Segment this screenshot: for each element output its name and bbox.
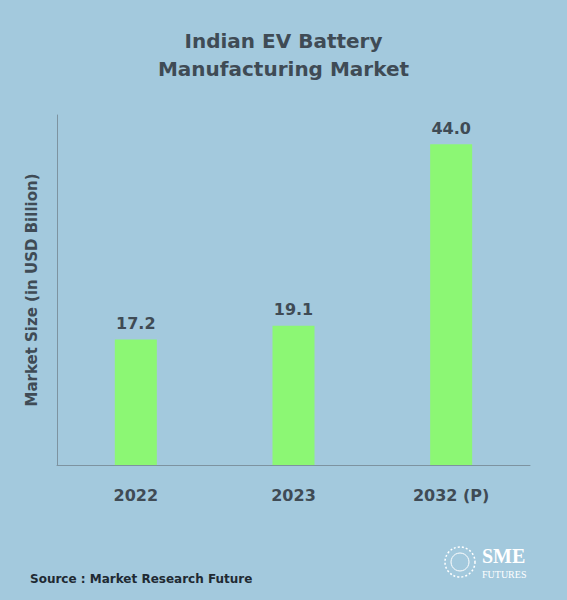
svg-text:Manufacturing Market: Manufacturing Market [158, 57, 410, 81]
svg-text:SME: SME [482, 545, 525, 567]
svg-text:17.2: 17.2 [116, 314, 155, 333]
svg-text:Source : Market Research Futur: Source : Market Research Future [30, 572, 252, 586]
svg-text:2032 (P): 2032 (P) [413, 486, 489, 505]
svg-text:Market Size (in USD Billion): Market Size (in USD Billion) [23, 173, 41, 406]
svg-text:19.1: 19.1 [274, 300, 313, 319]
svg-text:44.0: 44.0 [431, 119, 470, 138]
svg-text:2022: 2022 [114, 486, 159, 505]
svg-text:2023: 2023 [271, 486, 316, 505]
svg-text:Indian EV Battery: Indian EV Battery [185, 29, 383, 53]
svg-text:FUTURES: FUTURES [482, 569, 526, 580]
